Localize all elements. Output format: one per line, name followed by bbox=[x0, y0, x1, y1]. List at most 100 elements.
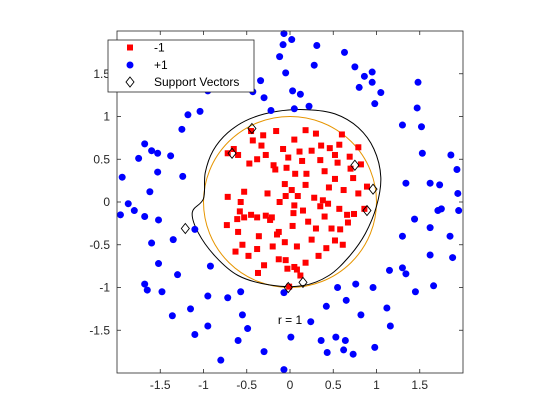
neg-point bbox=[236, 208, 243, 215]
pos-point bbox=[280, 366, 288, 374]
pos-point bbox=[148, 147, 156, 155]
pos-point bbox=[296, 90, 304, 98]
pos-point bbox=[449, 254, 457, 262]
neg-point bbox=[274, 231, 281, 238]
neg-point bbox=[273, 128, 280, 135]
pos-point bbox=[411, 288, 419, 296]
legend-item-neg: -1 bbox=[127, 41, 165, 55]
pos-point bbox=[418, 149, 426, 157]
neg-point bbox=[346, 153, 353, 160]
pos-point bbox=[383, 304, 391, 312]
pos-point bbox=[168, 312, 176, 320]
pos-point bbox=[206, 262, 214, 270]
pos-point bbox=[135, 154, 143, 162]
neg-point bbox=[235, 228, 242, 235]
neg-point bbox=[234, 216, 241, 223]
pos-point bbox=[204, 322, 212, 330]
pos-point bbox=[349, 350, 357, 358]
pos-point bbox=[279, 41, 287, 49]
pos-point bbox=[417, 123, 425, 131]
neg-point bbox=[336, 141, 343, 148]
neg-point bbox=[290, 210, 297, 217]
support-vector-marker bbox=[368, 183, 378, 195]
support-vector-marker bbox=[247, 122, 257, 135]
neg-point bbox=[254, 246, 261, 253]
neg-point bbox=[308, 236, 315, 243]
neg-point bbox=[331, 175, 338, 182]
neg-point bbox=[245, 252, 252, 259]
neg-point bbox=[308, 147, 315, 154]
legend-square-marker bbox=[127, 44, 133, 51]
neg-point bbox=[331, 237, 338, 244]
pos-point bbox=[289, 87, 297, 95]
neg-point bbox=[296, 148, 303, 155]
neg-point bbox=[223, 222, 230, 229]
y-tick-label: -1 bbox=[99, 281, 110, 295]
neg-point bbox=[264, 190, 271, 197]
neg-point bbox=[255, 233, 262, 240]
neg-point bbox=[321, 213, 328, 220]
pos-point bbox=[237, 288, 245, 296]
neg-point bbox=[275, 256, 282, 263]
support-vector-marker bbox=[350, 159, 360, 171]
pos-point bbox=[411, 215, 419, 223]
neg-point bbox=[280, 145, 287, 152]
neg-point bbox=[248, 211, 255, 218]
y-tick-label: 0.5 bbox=[93, 152, 110, 166]
pos-point bbox=[244, 325, 252, 333]
neg-point bbox=[260, 132, 267, 139]
pos-point bbox=[413, 104, 421, 112]
pos-point bbox=[260, 348, 268, 356]
pos-point bbox=[260, 94, 268, 102]
pos-point bbox=[116, 211, 124, 219]
pos-point bbox=[398, 232, 406, 240]
pos-point bbox=[143, 286, 151, 294]
pos-point bbox=[118, 173, 126, 181]
pos-point bbox=[307, 318, 315, 326]
neg-point bbox=[258, 142, 265, 149]
neg-point bbox=[312, 225, 319, 232]
pos-point bbox=[322, 302, 330, 310]
neg-point bbox=[350, 175, 357, 182]
pos-point bbox=[446, 232, 454, 240]
neg-point bbox=[241, 214, 248, 221]
pos-point bbox=[332, 333, 340, 341]
pos-point bbox=[368, 68, 376, 76]
x-tick-label: 0 bbox=[287, 378, 294, 392]
x-tick-label: 1 bbox=[373, 378, 380, 392]
neg-point bbox=[262, 151, 269, 158]
neg-point bbox=[338, 131, 345, 138]
neg-point bbox=[355, 190, 362, 197]
pos-point bbox=[267, 107, 275, 115]
neg-point bbox=[281, 181, 288, 188]
neg-point bbox=[325, 184, 332, 191]
support-vector-marker bbox=[298, 276, 308, 289]
neg-point bbox=[282, 193, 289, 200]
neg-point bbox=[270, 162, 277, 169]
neg-point bbox=[267, 216, 274, 223]
neg-point bbox=[282, 257, 289, 264]
neg-point bbox=[272, 166, 279, 173]
x-tick-label: -1 bbox=[198, 378, 209, 392]
x-tick-label: 0.5 bbox=[325, 378, 342, 392]
pos-point bbox=[204, 292, 212, 300]
neg-point bbox=[321, 168, 328, 175]
radius-annotation: r = 1 bbox=[278, 313, 303, 327]
pos-point bbox=[141, 280, 149, 288]
decision-boundary bbox=[191, 109, 382, 288]
pos-point bbox=[398, 264, 406, 272]
pos-point bbox=[280, 289, 288, 297]
neg-point bbox=[328, 225, 335, 232]
pos-point bbox=[141, 213, 149, 221]
pos-point bbox=[287, 333, 295, 341]
pos-point bbox=[154, 168, 162, 176]
y-tick-label: 1 bbox=[103, 110, 110, 124]
neg-point bbox=[294, 193, 301, 200]
neg-point bbox=[299, 157, 306, 164]
neg-point bbox=[302, 181, 309, 188]
y-tick-label: -1.5 bbox=[89, 323, 110, 337]
pos-point bbox=[280, 30, 288, 38]
neg-point bbox=[344, 211, 351, 218]
pos-point bbox=[313, 42, 321, 50]
